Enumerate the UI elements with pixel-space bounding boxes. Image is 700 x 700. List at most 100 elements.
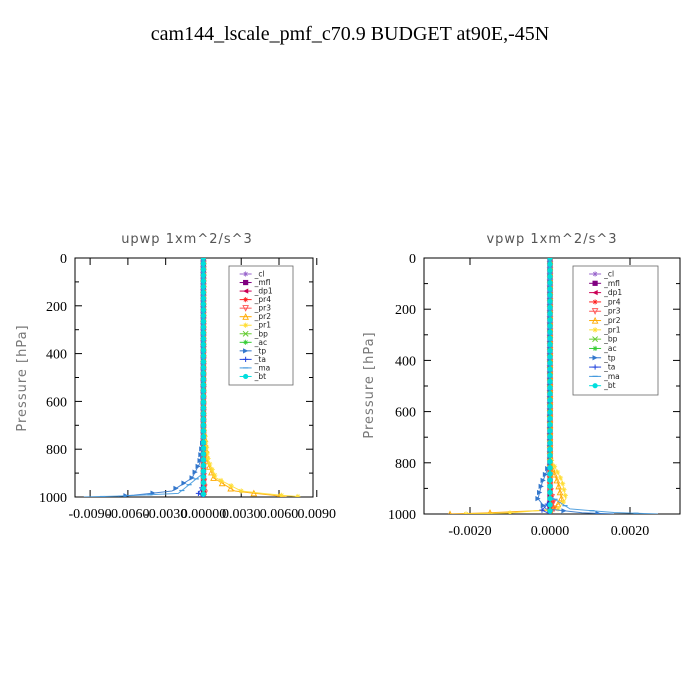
vpwp-series-point-bt xyxy=(547,372,553,378)
vpwp-legend-label: _ta xyxy=(603,363,615,372)
vpwp-legend-marker xyxy=(592,336,599,343)
vpwp-series-point-bt xyxy=(547,502,553,508)
vpwp-x-tick-label: 0.0000 xyxy=(531,524,570,539)
upwp-x-tick-label: -0.0060 xyxy=(106,507,149,522)
upwp-series-point-bt xyxy=(200,410,207,417)
upwp-series-point-tp xyxy=(192,469,198,475)
upwp-series-point-bt xyxy=(200,439,207,445)
vpwp-series-point-bt xyxy=(547,292,553,298)
vpwp-series-point-bt xyxy=(547,397,553,403)
upwp-legend-label: _dp1 xyxy=(254,287,273,296)
upwp-series-point-bt xyxy=(200,393,207,399)
vpwp-series-point-bt xyxy=(547,341,553,347)
vpwp-legend-marker xyxy=(592,355,598,361)
vpwp-legend-marker xyxy=(592,280,598,286)
upwp-series-point-bt xyxy=(200,491,207,497)
vpwp-y-axis-label: Pressure [hPa] xyxy=(362,331,377,438)
vpwp-series-point-bt xyxy=(547,391,553,397)
upwp-series-point-bt xyxy=(200,387,207,394)
vpwp-series-point-pr2 xyxy=(555,482,562,490)
upwp-series-point-pr2 xyxy=(210,474,217,481)
vpwp-legend: _cl_mfl_dp1_pr4_pr3_pr2_pr1_bp_ac_tp_ta_… xyxy=(572,265,659,396)
vpwp-series-point-bt xyxy=(547,446,553,452)
vpwp-series-point-pr1 xyxy=(560,499,566,505)
upwp-y-tick-label: 600 xyxy=(46,395,67,410)
vpwp-legend-marker xyxy=(592,271,598,277)
upwp-series-line-tp xyxy=(117,258,204,497)
vpwp-series-point-bt xyxy=(547,335,553,341)
upwp-series-point-ta xyxy=(195,490,202,497)
vpwp-series-point-bt xyxy=(547,286,553,292)
vpwp-series-point-bt xyxy=(547,471,553,477)
vpwp-series-point-bt xyxy=(547,280,553,286)
upwp-series-point-pr1 xyxy=(205,455,211,461)
upwp-legend-label: _pr2 xyxy=(254,312,272,321)
vpwp-series-point-pr2 xyxy=(556,488,564,496)
vpwp-series-point-pr1 xyxy=(507,510,513,514)
upwp-x-tick-label: -0.0030 xyxy=(144,507,187,522)
upwp-y-tick-label: 200 xyxy=(46,300,67,315)
upwp-x-tick-label: 0.0030 xyxy=(222,507,261,522)
vpwp-series-point-bt xyxy=(547,378,553,384)
vpwp-series-point-bt xyxy=(547,440,553,446)
upwp-series-point-bt xyxy=(200,284,207,290)
upwp-panel-title: upwp 1xm^2/s^3 xyxy=(121,232,253,247)
vpwp-legend-label: _pr3 xyxy=(603,307,621,316)
vpwp-series-point-bt xyxy=(547,495,553,502)
vpwp-series-point-pr1 xyxy=(561,487,567,493)
vpwp-panel-title: vpwp 1xm^2/s^3 xyxy=(486,232,617,247)
upwp-series-point-bt xyxy=(200,324,207,330)
upwp-series-point-bt xyxy=(200,462,207,468)
upwp-series-point-pr1 xyxy=(207,461,213,467)
upwp-legend-marker xyxy=(243,297,249,303)
vpwp-panel: vpwp 1xm^2/s^3 Pressure [hPa] 0 200 400 600… xyxy=(362,232,681,539)
vpwp-legend-marker xyxy=(592,345,598,352)
vpwp-series-point-bt xyxy=(547,458,553,465)
vpwp-legend-label: _pr4 xyxy=(603,297,621,306)
upwp-series-point-bt xyxy=(200,382,207,388)
vpwp-series-point-pr1 xyxy=(551,463,558,469)
upwp-legend-marker xyxy=(243,279,249,286)
vpwp-legend-marker xyxy=(592,383,598,389)
upwp-series-point-pr1 xyxy=(203,444,210,450)
vpwp-legend-label: _bp xyxy=(603,335,618,344)
vpwp-legend-marker xyxy=(591,316,599,324)
vpwp-series-point-bt xyxy=(547,273,553,280)
upwp-legend-marker xyxy=(242,305,249,312)
vpwp-legend-marker xyxy=(592,364,598,370)
upwp-y-tick-label: 1000 xyxy=(39,491,67,506)
upwp-legend-label: _mfl xyxy=(254,278,271,287)
vpwp-series-point-bt xyxy=(547,508,553,514)
upwp-series-point-bt xyxy=(200,307,207,313)
vpwp-series-point-tp xyxy=(537,489,543,496)
upwp-series-point-bt xyxy=(200,405,207,411)
vpwp-series-point-bt xyxy=(547,403,553,409)
upwp-legend-marker xyxy=(243,339,249,345)
upwp-series-point-pr1 xyxy=(295,493,301,497)
upwp-series-point-bt xyxy=(200,456,207,463)
vpwp-series-point-bt xyxy=(547,434,553,440)
upwp-series-group xyxy=(83,258,301,497)
upwp-series-point-bt xyxy=(200,359,207,365)
upwp-series-point-bt xyxy=(200,312,207,319)
upwp-series-point-bt xyxy=(200,347,207,353)
upwp-series-point-pr2 xyxy=(250,489,258,497)
vpwp-series-point-bt xyxy=(547,360,553,366)
vpwp-series-point-bt xyxy=(547,354,553,360)
upwp-series-point-tp xyxy=(189,475,195,481)
vpwp-series-point-bt xyxy=(547,452,553,458)
vpwp-series-point-tp xyxy=(561,508,567,514)
vpwp-legend-label: _cl xyxy=(603,270,614,279)
vpwp-legend-marker xyxy=(592,327,598,333)
vpwp-series-point-bt xyxy=(547,465,553,471)
upwp-series-point-bt xyxy=(200,261,207,267)
vpwp-series-point-bt xyxy=(547,384,553,391)
upwp-y-axis-label: Pressure [hPa] xyxy=(15,324,30,431)
upwp-series-point-bt xyxy=(200,318,207,324)
vpwp-series-point-bt xyxy=(547,329,553,335)
vpwp-y-tick-label: 800 xyxy=(395,457,416,472)
upwp-series-point-tp xyxy=(173,485,179,491)
vpwp-series-point-pr2 xyxy=(551,470,558,478)
